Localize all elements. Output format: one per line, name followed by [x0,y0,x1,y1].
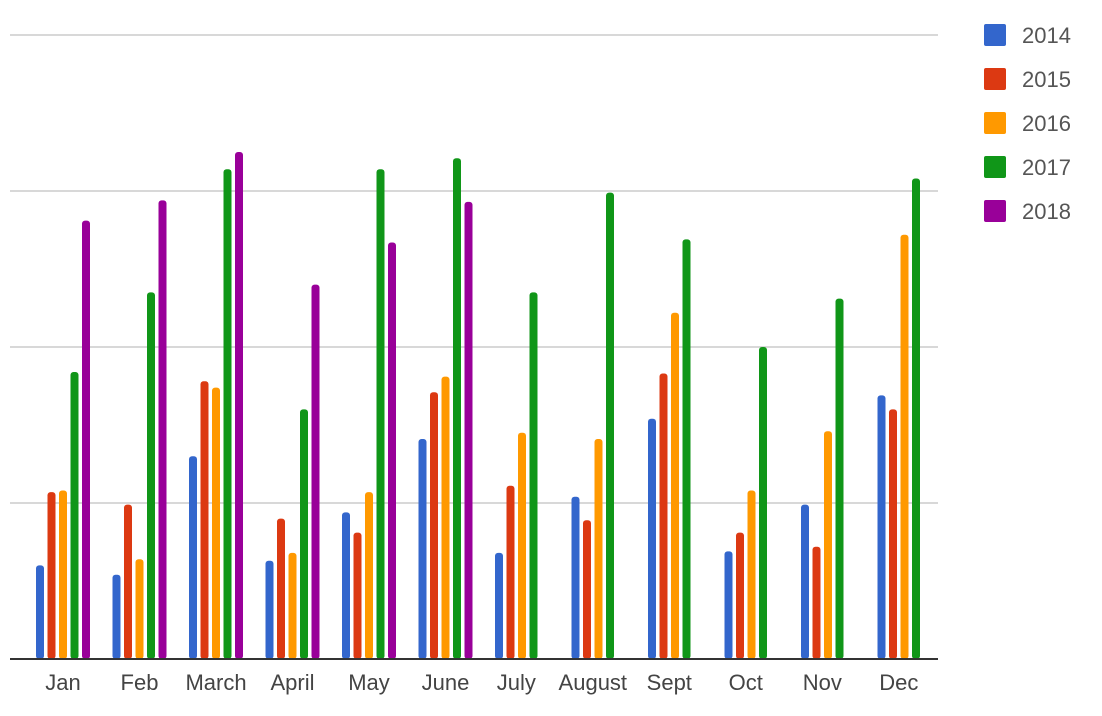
bar-april-2015 [277,518,285,659]
bar-sept-2016 [671,312,679,659]
bar-june-2015 [430,392,438,659]
bar-feb-2015 [124,504,132,659]
x-tick-label-june: June [422,670,470,695]
bar-april-2016 [288,552,297,659]
x-tick-label-dec: Dec [879,670,918,695]
bar-march-2015 [200,381,209,659]
bar-dec-2016 [900,234,909,659]
x-tick-label-oct: Oct [729,670,763,695]
bar-june-2018 [464,201,473,659]
x-tick-label-nov: Nov [803,670,842,695]
bar-august-2016 [594,439,603,659]
bar-july-2014 [495,552,503,659]
legend-swatch-2015 [984,68,1006,90]
bar-feb-2018 [158,200,167,659]
bar-dec-2014 [877,395,886,659]
bar-august-2017 [606,192,614,659]
x-axis-tick-labels: Jan Feb March April May June July August Sept Oct… [45,670,918,695]
legend-label-2015: 2015 [1022,67,1071,92]
bar-jan-2016 [59,490,67,659]
bar-sept-2014 [648,418,656,659]
bar-march-2017 [223,169,232,659]
bar-feb-2014 [112,574,121,659]
legend: 2014 2015 2016 2017 2018 [984,23,1071,224]
legend-label-2018: 2018 [1022,199,1071,224]
x-tick-label-august: August [559,670,628,695]
legend-swatch-2017 [984,156,1006,178]
legend-label-2017: 2017 [1022,155,1071,180]
x-tick-label-may: May [348,670,390,695]
bar-jan-2014 [36,565,44,659]
bar-march-2014 [189,456,197,659]
bar-feb-2017 [147,292,155,659]
legend-label-2014: 2014 [1022,23,1071,48]
bar-may-2014 [342,512,350,659]
bar-feb-2016 [135,559,144,659]
bar-dec-2015 [889,409,897,659]
bar-march-2016 [212,387,220,659]
legend-swatch-2018 [984,200,1006,222]
bar-july-2017 [529,292,538,659]
bar-may-2018 [388,242,396,659]
bar-sept-2017 [682,239,691,659]
legend-swatch-2014 [984,24,1006,46]
x-tick-label-feb: Feb [121,670,159,695]
bar-april-2017 [300,409,308,659]
legend-label-2016: 2016 [1022,111,1071,136]
bar-nov-2016 [824,431,832,659]
x-tick-label-april: April [270,670,314,695]
bar-may-2015 [353,532,362,659]
bar-jan-2017 [70,372,79,659]
bar-may-2016 [365,492,373,659]
bar-dec-2017 [912,178,920,659]
bar-april-2014 [265,560,274,659]
bar-nov-2014 [801,504,809,659]
bar-june-2014 [418,439,427,659]
bar-oct-2016 [747,490,756,659]
bar-oct-2014 [724,551,733,659]
bar-april-2018 [311,284,320,659]
bar-july-2015 [506,485,515,659]
bar-august-2014 [571,496,580,659]
bar-nov-2017 [835,298,844,659]
bar-oct-2015 [736,532,744,659]
bar-march-2018 [235,152,243,659]
bar-august-2015 [583,520,591,659]
legend-swatch-2016 [984,112,1006,134]
bar-june-2017 [453,158,461,659]
bar-jan-2018 [82,220,90,659]
bars [36,152,920,659]
bar-sept-2015 [659,373,668,659]
bar-oct-2017 [759,347,767,659]
bar-nov-2015 [812,546,821,659]
bar-may-2017 [376,169,385,659]
x-tick-label-sept: Sept [647,670,692,695]
bar-june-2016 [441,376,450,659]
bar-july-2016 [518,432,526,659]
x-tick-label-july: July [497,670,536,695]
bar-jan-2015 [47,492,56,659]
x-tick-label-march: March [185,670,246,695]
x-tick-label-jan: Jan [45,670,80,695]
